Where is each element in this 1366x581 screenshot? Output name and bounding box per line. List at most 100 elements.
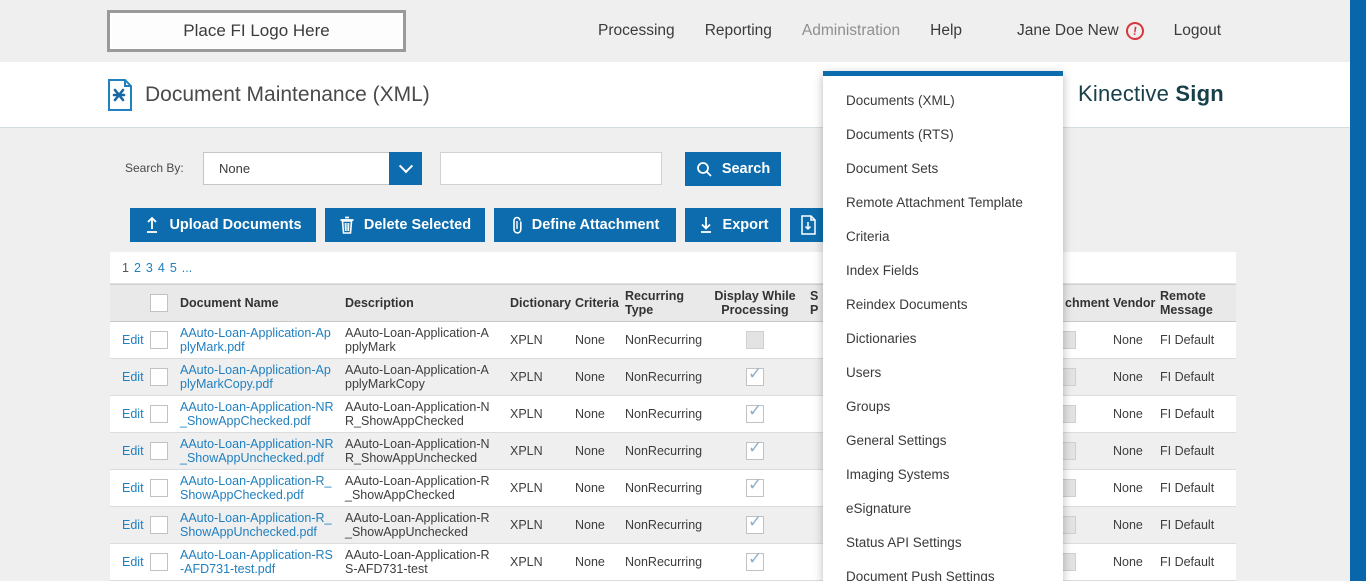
admin-menu-item[interactable]: Users bbox=[846, 364, 882, 380]
right-scrollbar-strip[interactable] bbox=[1350, 0, 1366, 581]
chevron-down-icon bbox=[398, 158, 413, 173]
dictionary-value: XPLN bbox=[510, 518, 543, 532]
display-while-processing-checkbox[interactable]: ✓ bbox=[746, 402, 764, 423]
table-header-row: Document Name Description Dictionary Cri… bbox=[110, 284, 1236, 322]
row-checkbox[interactable] bbox=[150, 442, 168, 460]
admin-menu-item[interactable]: Documents (XML) bbox=[846, 92, 955, 108]
nav-item[interactable]: Help bbox=[930, 22, 963, 39]
edit-link[interactable]: Edit bbox=[122, 481, 144, 495]
pagination-link[interactable]: 4 bbox=[157, 260, 165, 275]
col-header-attachment[interactable]: chment bbox=[1065, 296, 1110, 310]
user-nav: Jane Doe New ! Logout bbox=[1017, 0, 1221, 62]
upload-documents-button[interactable]: Upload Documents bbox=[130, 208, 316, 242]
remote-message-value: FI Default bbox=[1160, 518, 1215, 532]
trash-icon bbox=[339, 216, 355, 234]
col-header-document-name[interactable]: Document Name bbox=[180, 296, 279, 310]
pagination-link[interactable]: ... bbox=[181, 260, 193, 275]
dictionary-value: XPLN bbox=[510, 481, 543, 495]
pagination-link[interactable]: 2 bbox=[133, 260, 141, 275]
admin-menu-item[interactable]: Imaging Systems bbox=[846, 466, 950, 482]
admin-menu-item[interactable]: Documents (RTS) bbox=[846, 126, 954, 142]
admin-menu-item[interactable]: Status API Settings bbox=[846, 534, 962, 550]
row-checkbox[interactable] bbox=[150, 331, 168, 349]
search-by-label: Search By: bbox=[125, 161, 184, 175]
admin-menu-item[interactable]: Document Sets bbox=[846, 160, 939, 176]
col-header-criteria[interactable]: Criteria bbox=[575, 296, 619, 310]
document-name-link[interactable]: AAuto-Loan-Application-R_ShowAppChecked.… bbox=[180, 474, 332, 502]
admin-menu-item[interactable]: Remote Attachment Template bbox=[846, 194, 1023, 210]
col-header-dictionary[interactable]: Dictionary bbox=[510, 296, 572, 310]
recurring-type-value: NonRecurring bbox=[625, 555, 703, 569]
select-dropdown-button[interactable] bbox=[389, 152, 422, 185]
document-name-link[interactable]: AAuto-Loan-Application-ApplyMarkCopy.pdf bbox=[180, 363, 331, 391]
recurring-type-value: NonRecurring bbox=[625, 370, 703, 384]
document-name-link[interactable]: AAuto-Loan-Application-NR_ShowAppChecked… bbox=[180, 400, 334, 428]
admin-menu-item[interactable]: eSignature bbox=[846, 500, 912, 516]
recurring-type-value: NonRecurring bbox=[625, 518, 703, 532]
admin-menu-item[interactable]: Reindex Documents bbox=[846, 296, 968, 312]
edit-link[interactable]: Edit bbox=[122, 555, 144, 569]
user-menu[interactable]: Jane Doe New ! bbox=[1017, 20, 1145, 42]
edit-link[interactable]: Edit bbox=[122, 444, 144, 458]
display-while-processing-checkbox[interactable]: ✓ bbox=[746, 476, 764, 497]
export-button[interactable]: Export bbox=[685, 208, 781, 242]
display-while-processing-checkbox[interactable]: ✓ bbox=[746, 550, 764, 571]
search-button[interactable]: Search bbox=[685, 152, 781, 186]
row-checkbox[interactable] bbox=[150, 405, 168, 423]
search-input[interactable] bbox=[440, 152, 662, 185]
display-while-processing-checkbox[interactable]: ✓ bbox=[746, 364, 764, 386]
display-while-processing-checkbox[interactable]: ✓ bbox=[746, 331, 764, 349]
search-by-select[interactable]: None bbox=[203, 152, 422, 185]
admin-menu-item[interactable]: Dictionaries bbox=[846, 330, 917, 346]
pagination-link[interactable]: 5 bbox=[169, 260, 177, 275]
row-checkbox[interactable] bbox=[150, 479, 168, 497]
admin-menu-item[interactable]: General Settings bbox=[846, 432, 947, 448]
upload-documents-label: Upload Documents bbox=[169, 217, 302, 233]
vendor-value: None bbox=[1113, 518, 1143, 532]
checkmark-icon: ✓ bbox=[748, 364, 763, 383]
admin-menu-item[interactable]: Index Fields bbox=[846, 262, 919, 278]
delete-selected-button[interactable]: Delete Selected bbox=[325, 208, 485, 242]
table-row: Edit AAuto-Loan-Application-R_ShowAppChe… bbox=[110, 470, 1236, 507]
col-header-vendor[interactable]: Vendor bbox=[1113, 296, 1156, 310]
row-checkbox[interactable] bbox=[150, 368, 168, 386]
remote-message-value: FI Default bbox=[1160, 555, 1215, 569]
document-description: AAuto-Loan-Application-NR_ShowAppChecked bbox=[345, 400, 490, 428]
table-row: Edit AAuto-Loan-Application-ApplyMark.pd… bbox=[110, 322, 1236, 359]
upload-icon bbox=[144, 216, 160, 234]
edit-link[interactable]: Edit bbox=[122, 333, 144, 347]
admin-menu-item[interactable]: Criteria bbox=[846, 228, 890, 244]
document-name-link[interactable]: AAuto-Loan-Application-RS-AFD731-test.pd… bbox=[180, 548, 333, 576]
col-header-remote-message[interactable]: Remote Message bbox=[1160, 289, 1213, 317]
define-attachment-button[interactable]: Define Attachment bbox=[494, 208, 676, 242]
nav-item[interactable]: Reporting bbox=[704, 22, 772, 39]
document-name-link[interactable]: AAuto-Loan-Application-R_ShowAppUnchecke… bbox=[180, 511, 332, 539]
dictionary-value: XPLN bbox=[510, 370, 543, 384]
edit-link[interactable]: Edit bbox=[122, 407, 144, 421]
display-while-processing-checkbox[interactable]: ✓ bbox=[746, 513, 764, 534]
edit-link[interactable]: Edit bbox=[122, 518, 144, 532]
col-header-description[interactable]: Description bbox=[345, 296, 414, 310]
admin-menu-item[interactable]: Groups bbox=[846, 398, 891, 414]
row-checkbox[interactable] bbox=[150, 553, 168, 571]
col-header-display-while-processing[interactable]: Display While Processing bbox=[714, 289, 796, 317]
remote-message-value: FI Default bbox=[1160, 407, 1215, 421]
edit-link[interactable]: Edit bbox=[122, 370, 144, 384]
admin-menu-item[interactable]: Document Push Settings bbox=[846, 568, 995, 581]
pagination-link[interactable]: 3 bbox=[145, 260, 153, 275]
display-while-processing-checkbox[interactable]: ✓ bbox=[746, 439, 764, 460]
criteria-value: None bbox=[575, 518, 605, 532]
logout-link[interactable]: Logout bbox=[1173, 22, 1222, 39]
nav-item[interactable]: Administration bbox=[801, 22, 901, 39]
document-name-link[interactable]: AAuto-Loan-Application-ApplyMark.pdf bbox=[180, 326, 331, 354]
xml-document-icon bbox=[107, 79, 133, 111]
nav-item[interactable]: Processing bbox=[598, 22, 675, 39]
brand-product: Sign bbox=[1175, 81, 1224, 106]
alert-icon: ! bbox=[1124, 20, 1145, 42]
select-all-checkbox[interactable] bbox=[150, 294, 168, 312]
criteria-value: None bbox=[575, 481, 605, 495]
row-checkbox[interactable] bbox=[150, 516, 168, 534]
col-header-recurring-type[interactable]: Recurring Type bbox=[625, 289, 685, 317]
document-name-link[interactable]: AAuto-Loan-Application-NR_ShowAppUncheck… bbox=[180, 437, 334, 465]
